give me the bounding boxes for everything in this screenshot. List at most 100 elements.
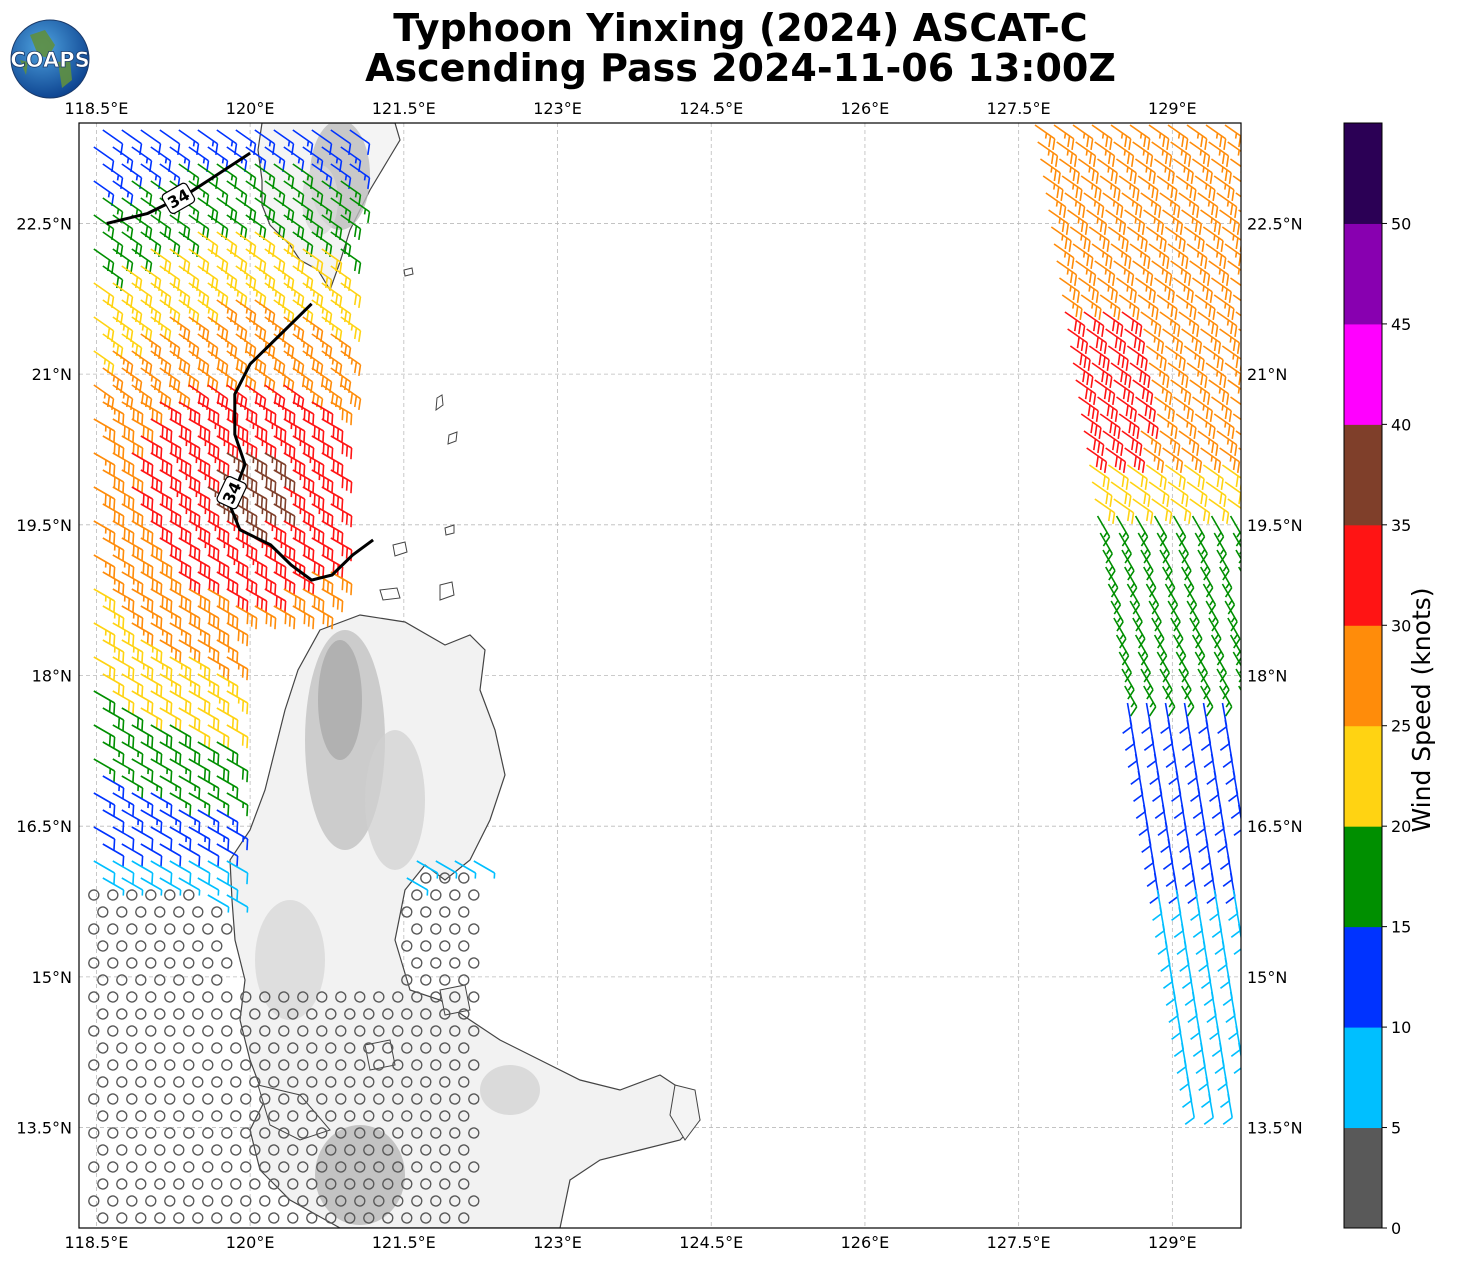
wind-barb (302, 418, 325, 443)
wind-barb (226, 860, 249, 885)
wind-barb (178, 809, 201, 834)
wind-barb (1083, 311, 1105, 337)
wind-barb (420, 974, 432, 986)
wind-barb (1208, 498, 1230, 524)
wind-barb (411, 1093, 423, 1105)
wind-barb (268, 1110, 280, 1122)
wind-barb (135, 974, 147, 986)
wind-barb (211, 1110, 223, 1122)
wind-barb (1118, 294, 1140, 320)
wind-barb (349, 163, 371, 189)
wind-barb (1197, 430, 1219, 456)
lon-tick-label-top: 129°E (1148, 99, 1197, 118)
wind-barb (1181, 447, 1203, 473)
wind-barb (401, 1008, 413, 1020)
lat-tick-label-left: 19.5°N (16, 516, 72, 535)
wind-barb (330, 503, 353, 528)
wind-barb (259, 1059, 271, 1071)
wind-barb (121, 571, 144, 596)
wind-barb (316, 1059, 328, 1071)
wind-barb (1099, 532, 1113, 564)
wind-barb (1224, 600, 1238, 632)
lon-tick-label-top: 121.5°E (372, 99, 436, 118)
wind-barb (306, 1008, 318, 1020)
colorbar-tick-label: 35 (1391, 516, 1411, 535)
wind-barb (297, 1195, 309, 1207)
wind-barb (1121, 311, 1143, 337)
wind-barb (1072, 362, 1094, 388)
wind-barb (197, 605, 220, 630)
wind-barb (1213, 651, 1228, 683)
wind-barb (216, 639, 239, 664)
wind-barb (121, 401, 144, 426)
wind-barb (411, 1025, 423, 1037)
wind-barb (93, 860, 116, 885)
wind-barb (1121, 192, 1143, 218)
wind-barb (1232, 294, 1241, 310)
wind-barb (126, 1195, 138, 1207)
wind-barb (1183, 345, 1205, 371)
wind-barb (102, 673, 125, 698)
colorbar-label-box: Wind Speed (knots) (1400, 560, 1440, 864)
wind-barb (169, 826, 192, 851)
wind-barb (1145, 464, 1167, 490)
wind-barb (126, 1127, 138, 1139)
wind-barb (1088, 226, 1110, 252)
wind-barb (116, 906, 128, 918)
wind-barb (1194, 651, 1209, 683)
island (379, 587, 401, 601)
wind-barb (102, 843, 125, 868)
wind-barb (1053, 243, 1075, 269)
wind-barb (1167, 124, 1189, 150)
island (447, 431, 458, 445)
wind-barb (335, 991, 347, 1003)
wind-barb (278, 1025, 290, 1037)
wind-barb (216, 809, 239, 834)
wind-barb (126, 1059, 138, 1071)
wind-barb (164, 1195, 176, 1207)
wind-barb (254, 469, 277, 494)
wind-barb (1235, 549, 1241, 572)
wind-barb (1164, 345, 1186, 371)
wind-barb (154, 1178, 166, 1190)
wind-barb (1121, 549, 1135, 581)
contour-label-box (216, 476, 247, 510)
wind-barb (1213, 175, 1235, 201)
wind-barb (249, 1008, 261, 1020)
wind-barb (468, 957, 480, 969)
wind-barb (344, 1042, 356, 1054)
wind-barb (401, 1110, 413, 1122)
wind-barb (430, 1025, 442, 1037)
wind-barb (411, 923, 423, 935)
wind-barb (121, 639, 144, 664)
wind-barb (121, 809, 144, 834)
wind-barb (321, 520, 344, 545)
lon-tick-label-bottom: 124.5°E (679, 1233, 743, 1252)
wind-barb (449, 1059, 461, 1071)
colorbar-tick-label: 10 (1391, 1018, 1411, 1037)
wind-barb (1143, 566, 1157, 598)
wind-barb (235, 605, 258, 630)
wind-barb (150, 792, 173, 817)
wind-barb (1116, 396, 1137, 422)
wind-barb (1162, 685, 1176, 717)
wind-barb (1094, 260, 1116, 286)
wind-barb (121, 435, 144, 460)
wind-barb (1205, 600, 1219, 632)
wind-barb (178, 707, 201, 732)
wind-barb (325, 1178, 337, 1190)
logo-text: COAPS (10, 48, 89, 72)
wind-barb (1221, 583, 1236, 615)
wind-barb (1213, 532, 1227, 564)
wind-barb (1118, 651, 1133, 683)
wind-barb (1080, 175, 1102, 201)
wind-barb (226, 826, 249, 851)
wind-barb (1115, 515, 1130, 547)
wind-barb (207, 418, 230, 443)
wind-barb (1067, 328, 1089, 354)
wind-barb (449, 1161, 461, 1173)
wind-barb (145, 991, 157, 1003)
wind-barb (382, 1178, 394, 1190)
wind-barb (430, 1161, 442, 1173)
wind-barb (188, 690, 211, 715)
